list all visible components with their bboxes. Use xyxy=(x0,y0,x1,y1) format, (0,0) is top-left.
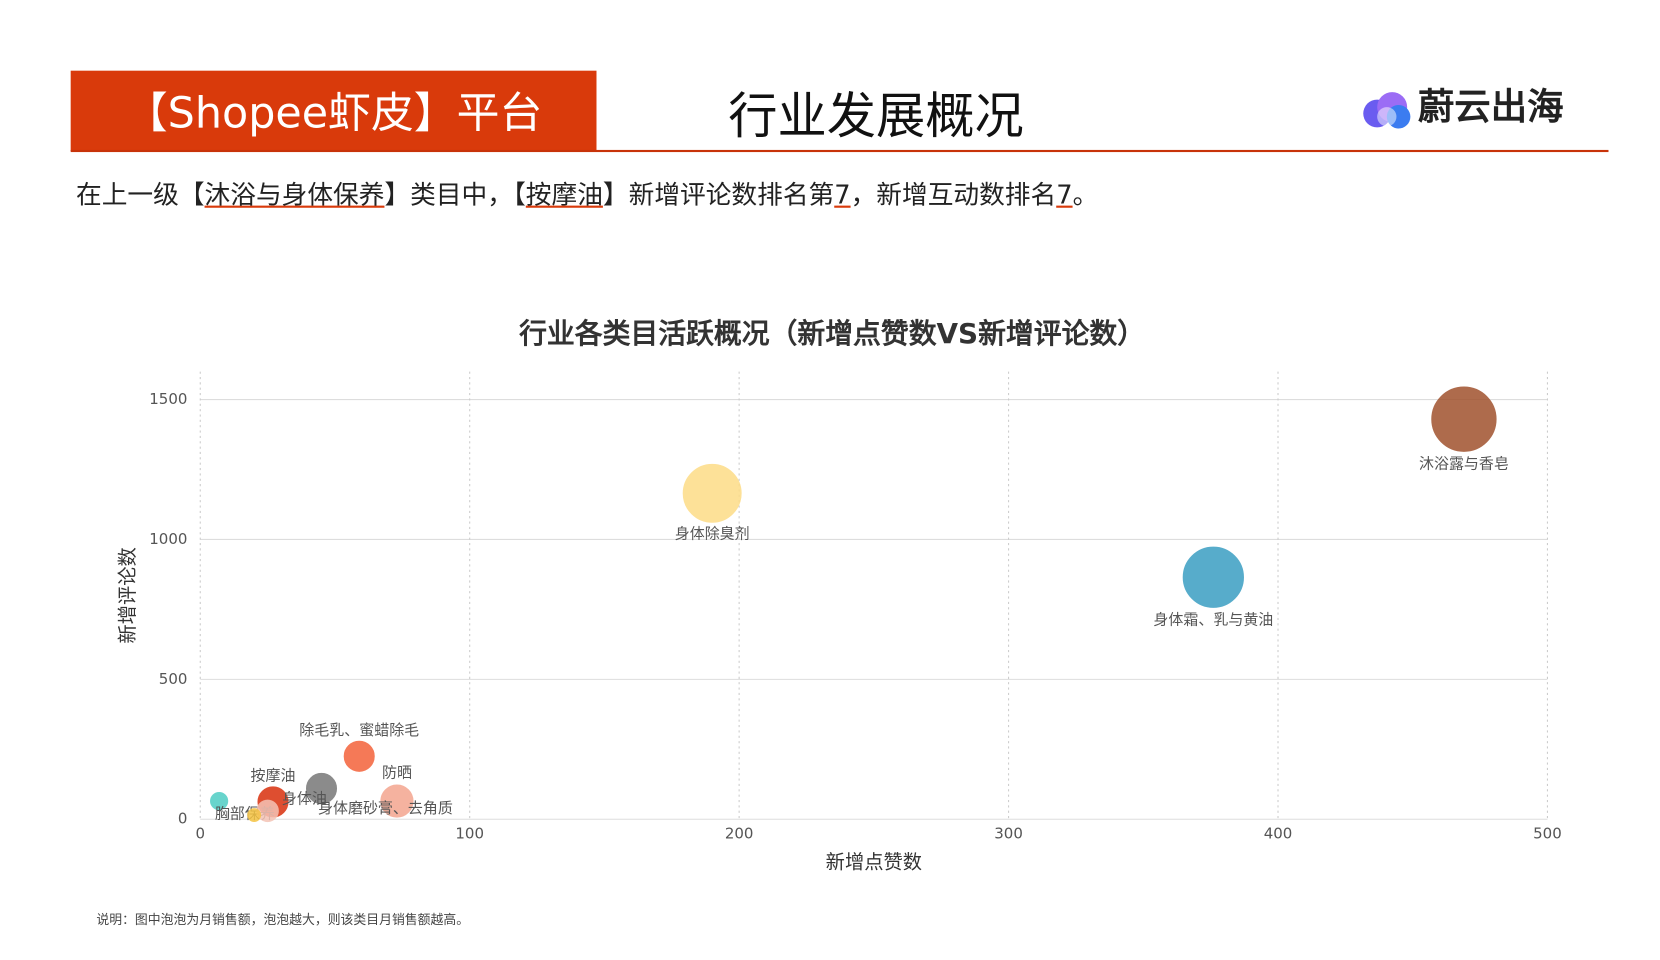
y-tick-label: 1500 xyxy=(149,390,187,408)
y-tick-label: 500 xyxy=(159,670,188,688)
bubble-label: 身体霜、乳与黄油 xyxy=(1153,611,1273,629)
y-tick-label: 1000 xyxy=(149,530,187,548)
x-axis-label: 新增点赞数 xyxy=(826,851,922,874)
subtitle-part: 在上一级【 xyxy=(76,179,205,210)
subtitle-part: 】新增评论数排名第 xyxy=(602,179,835,210)
bubble xyxy=(343,740,375,772)
x-tick-label: 500 xyxy=(1533,825,1562,843)
footnote: 说明：图中泡泡为月销售额，泡泡越大，则该类目月销售额越高。 xyxy=(96,912,470,928)
logo: 蔚云出海 xyxy=(1358,77,1564,130)
x-tick-label: 400 xyxy=(1264,825,1293,843)
bubble xyxy=(1182,546,1244,608)
bubble xyxy=(210,791,229,811)
x-tick-label: 100 xyxy=(455,825,484,843)
x-tick-label: 200 xyxy=(725,825,754,843)
bubble-label: 除毛乳、蜜蜡除毛 xyxy=(299,721,419,739)
bubble xyxy=(682,463,742,523)
subtitle-part: 按摩油 xyxy=(525,179,603,210)
subtitle-part: ，新增互动数排名 xyxy=(850,179,1057,210)
header-rule xyxy=(70,149,1609,153)
subtitle-part: 7 xyxy=(834,179,851,210)
subtitle: 在上一级【沐浴与身体保养】类目中，【按摩油】新增评论数排名第7，新增互动数排名7… xyxy=(76,173,1098,210)
subtitle-part: 。 xyxy=(1072,179,1099,210)
bubble-label: 身体磨砂膏、去角质 xyxy=(318,799,453,817)
subtitle-part: 7 xyxy=(1056,179,1073,210)
bubble-label: 身体除臭剂 xyxy=(675,524,750,542)
bubble xyxy=(305,772,338,804)
bubble-label: 身体油 xyxy=(282,790,327,808)
subtitle-part: 沐浴与身体保养 xyxy=(204,179,385,210)
subtitle-part: 】类目中，【 xyxy=(384,179,526,210)
bubble-label: 按摩油 xyxy=(251,767,296,785)
page-title: 行业发展概况 xyxy=(728,86,1024,145)
x-tick-label: 0 xyxy=(195,825,205,843)
x-tick-label: 300 xyxy=(994,825,1023,843)
bubble xyxy=(380,784,414,818)
bubble-label: 沐浴露与香皂 xyxy=(1419,455,1509,473)
chart-title: 行业各类目活跃概况（新增点赞数VS新增评论数） xyxy=(518,317,1145,350)
platform-banner: 【Shopee虾皮】平台 xyxy=(70,70,597,151)
bubble-label: 防晒 xyxy=(382,764,412,782)
logo-icon xyxy=(1363,91,1411,128)
logo-text: 蔚云出海 xyxy=(1417,85,1564,129)
bubble xyxy=(1431,386,1497,452)
bubble xyxy=(247,808,262,823)
y-axis-label: 新增评论数 xyxy=(116,547,139,643)
y-tick-label: 0 xyxy=(178,810,188,828)
